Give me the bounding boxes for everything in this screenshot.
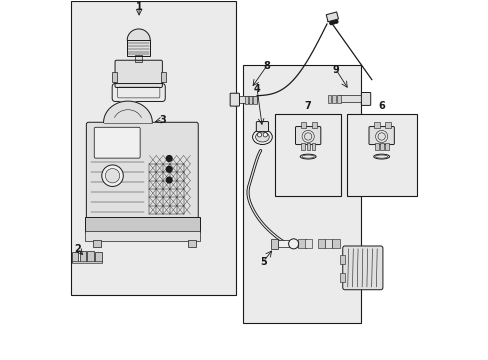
Bar <box>374 143 378 149</box>
Bar <box>237 96 257 103</box>
FancyBboxPatch shape <box>342 246 382 290</box>
Text: 9: 9 <box>332 64 339 75</box>
FancyBboxPatch shape <box>256 122 268 132</box>
Bar <box>339 255 344 264</box>
Bar <box>305 239 311 248</box>
Bar <box>95 252 102 262</box>
FancyBboxPatch shape <box>86 122 198 220</box>
Polygon shape <box>103 101 152 123</box>
Ellipse shape <box>255 132 269 142</box>
Bar <box>274 114 341 196</box>
FancyBboxPatch shape <box>115 60 162 87</box>
Bar <box>339 273 344 282</box>
Bar <box>373 122 379 128</box>
Circle shape <box>105 168 120 183</box>
Bar <box>127 40 150 56</box>
Bar <box>85 217 199 232</box>
Bar <box>244 96 247 104</box>
Bar <box>317 239 325 248</box>
Bar <box>127 40 150 56</box>
Bar <box>87 251 94 262</box>
Bar <box>306 143 310 149</box>
Bar <box>311 143 315 149</box>
FancyBboxPatch shape <box>94 127 140 158</box>
Bar <box>237 96 257 103</box>
Circle shape <box>102 165 123 186</box>
Bar <box>379 143 383 149</box>
Bar <box>72 252 78 262</box>
Text: 4: 4 <box>253 84 260 94</box>
Bar <box>80 251 86 262</box>
Circle shape <box>263 133 267 137</box>
Text: 6: 6 <box>378 101 384 111</box>
Bar <box>346 114 416 196</box>
Circle shape <box>334 20 337 23</box>
Bar <box>135 55 142 62</box>
FancyBboxPatch shape <box>295 127 320 145</box>
Bar <box>327 95 330 103</box>
Bar <box>332 95 335 103</box>
Bar <box>277 240 289 247</box>
Circle shape <box>257 133 261 137</box>
Bar <box>242 65 360 323</box>
Bar <box>112 72 117 82</box>
Circle shape <box>329 22 332 24</box>
Bar <box>300 122 305 128</box>
Bar <box>85 231 199 241</box>
Bar <box>248 96 252 104</box>
Bar <box>253 96 256 104</box>
FancyBboxPatch shape <box>230 93 239 106</box>
FancyBboxPatch shape <box>368 127 393 145</box>
Bar <box>298 239 305 248</box>
Bar <box>70 1 235 295</box>
Polygon shape <box>325 12 338 22</box>
Circle shape <box>332 21 335 24</box>
Circle shape <box>166 156 172 161</box>
Bar <box>338 95 363 102</box>
Bar <box>161 72 165 82</box>
Ellipse shape <box>252 130 272 144</box>
Text: 5: 5 <box>259 257 266 267</box>
Bar <box>301 143 305 149</box>
Bar <box>187 240 195 247</box>
Bar <box>325 239 331 248</box>
Bar <box>336 95 340 103</box>
Circle shape <box>166 166 172 172</box>
Bar <box>135 59 142 62</box>
Bar <box>385 143 388 149</box>
Bar <box>332 239 340 248</box>
Bar <box>311 122 317 128</box>
Bar <box>338 95 363 102</box>
Text: 8: 8 <box>263 61 269 71</box>
Text: 1: 1 <box>135 2 142 12</box>
Bar <box>271 239 277 249</box>
Circle shape <box>288 239 298 249</box>
Text: 2: 2 <box>74 244 81 254</box>
FancyBboxPatch shape <box>361 93 370 105</box>
Text: 7: 7 <box>304 101 311 111</box>
Bar <box>72 261 102 263</box>
Bar <box>385 122 390 128</box>
Polygon shape <box>127 29 150 40</box>
Text: 3: 3 <box>159 115 166 125</box>
Circle shape <box>166 177 172 183</box>
Bar <box>93 240 101 247</box>
